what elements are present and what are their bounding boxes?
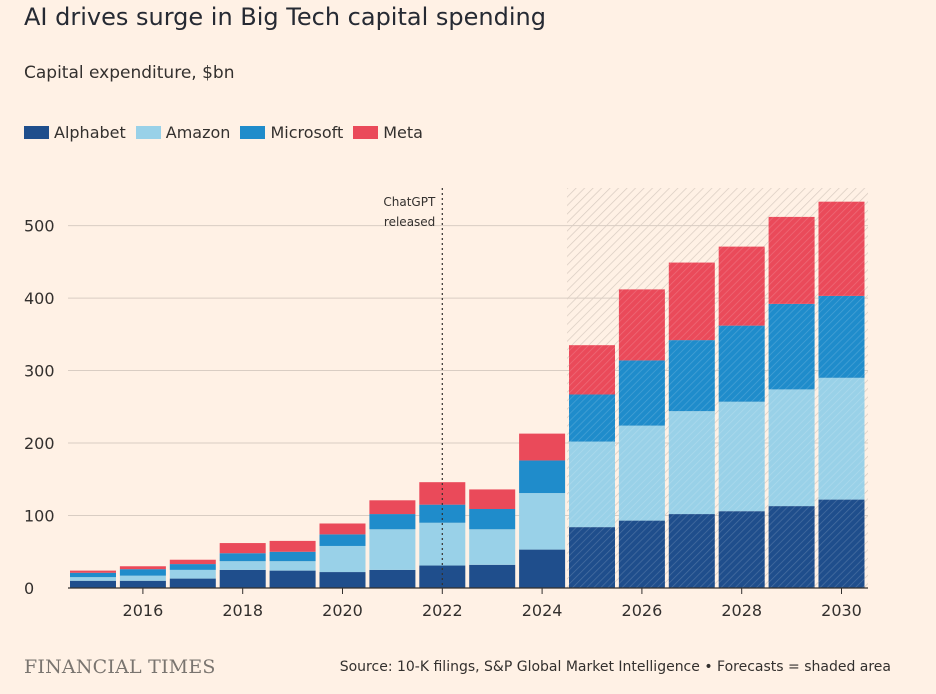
bar-microsoft-2023	[469, 508, 516, 530]
bar-meta-2015	[70, 570, 116, 573]
forecast-bar-hatch	[718, 246, 765, 326]
forecast-bar-hatch	[569, 345, 615, 395]
forecast-bar-hatch	[768, 303, 815, 390]
legend-item-meta: Meta	[353, 123, 423, 142]
legend-label-alphabet: Alphabet	[54, 123, 126, 142]
forecast-bar-hatch	[718, 511, 765, 588]
legend-item-amazon: Amazon	[135, 123, 231, 142]
legend-label-amazon: Amazon	[165, 123, 231, 142]
forecast-bar-hatch	[618, 520, 665, 588]
bar-amazon-2016	[119, 575, 166, 581]
forecast-bar-hatch	[618, 360, 665, 426]
legend-swatch-microsoft	[240, 126, 266, 139]
forecast-bar-hatch	[569, 527, 615, 588]
bar-meta-2023	[469, 489, 516, 509]
bar-alphabet-2021	[369, 569, 416, 588]
bar-meta-2016	[119, 566, 166, 570]
forecast-bar-hatch	[718, 401, 765, 512]
bar-amazon-2018	[219, 561, 266, 570]
x-tick-label: 2020	[322, 601, 363, 620]
forecast-bar-hatch	[569, 441, 615, 528]
chart-title: AI drives surge in Big Tech capital spen…	[24, 3, 546, 31]
bar-amazon-2017	[169, 569, 216, 579]
y-tick-label: 400	[24, 289, 55, 308]
bar-meta-2024	[519, 433, 566, 461]
bar-amazon-2023	[469, 529, 516, 565]
forecast-bar-hatch	[768, 506, 815, 588]
bar-meta-2017	[169, 559, 216, 565]
source-note: Source: 10-K filings, S&P Global Market …	[339, 659, 891, 675]
legend-swatch-alphabet	[24, 126, 49, 139]
forecast-bar-hatch	[569, 394, 615, 442]
forecast-bar-hatch	[668, 411, 715, 515]
y-tick-label: 100	[24, 507, 55, 526]
legend-label-meta: Meta	[383, 123, 423, 142]
bar-alphabet-2023	[469, 564, 516, 588]
forecast-shaded-area	[567, 188, 868, 588]
annotation-label-line1: ChatGPT	[383, 195, 436, 209]
bar-microsoft-2017	[169, 564, 216, 570]
legend-item-alphabet: Alphabet	[24, 123, 126, 142]
forecast-bar-hatch	[768, 216, 815, 304]
chart-subtitle: Capital expenditure, $bn	[24, 63, 235, 83]
bar-meta-2021	[369, 500, 416, 515]
bar-alphabet-2019	[269, 570, 316, 588]
x-tick-label: 2022	[422, 601, 463, 620]
bar-microsoft-2018	[219, 553, 266, 562]
forecast-bar-hatch	[618, 289, 665, 361]
forecast-bar-hatch	[668, 340, 715, 412]
forecast-bar-hatch	[668, 262, 715, 341]
x-tick-label: 2018	[222, 601, 263, 620]
bar-meta-2018	[219, 543, 266, 554]
forecast-bar-hatch	[818, 499, 865, 588]
forecast-bar-hatch	[618, 425, 665, 521]
bar-amazon-2021	[369, 529, 416, 570]
bar-microsoft-2016	[119, 569, 166, 576]
forecast-bar-hatch	[818, 295, 865, 378]
bar-microsoft-2015	[70, 572, 116, 578]
legend-item-microsoft: Microsoft	[240, 123, 343, 142]
bar-alphabet-2015	[70, 580, 116, 588]
bar-microsoft-2020	[319, 534, 366, 546]
legend-label-microsoft: Microsoft	[270, 123, 344, 142]
bar-amazon-2015	[70, 577, 116, 581]
ft-brand-logo: FINANCIAL TIMES	[24, 656, 216, 678]
annotation-label-line2: released	[384, 215, 435, 229]
legend: Alphabet Amazon Microsoft Meta	[24, 123, 433, 142]
bar-alphabet-2016	[119, 580, 166, 588]
forecast-bar-hatch	[818, 201, 865, 296]
bar-alphabet-2024	[519, 549, 566, 588]
bar-amazon-2024	[519, 493, 566, 550]
bar-microsoft-2019	[269, 551, 316, 562]
legend-swatch-meta	[353, 126, 379, 139]
forecast-bar-hatch	[668, 514, 715, 588]
y-tick-label: 500	[24, 217, 55, 236]
bar-meta-2020	[319, 523, 366, 535]
y-tick-label: 0	[24, 579, 34, 598]
y-tick-label: 300	[24, 362, 55, 381]
bar-amazon-2020	[319, 545, 366, 573]
bar-amazon-2019	[269, 561, 316, 571]
x-tick-label: 2028	[721, 601, 762, 620]
x-tick-label: 2016	[123, 601, 164, 620]
x-tick-label: 2024	[522, 601, 563, 620]
y-tick-label: 200	[24, 434, 55, 453]
bar-alphabet-2020	[319, 572, 366, 588]
x-tick-label: 2030	[821, 601, 862, 620]
bar-meta-2019	[269, 540, 316, 552]
x-tick-label: 2026	[622, 601, 663, 620]
bar-alphabet-2017	[169, 578, 216, 588]
forecast-bar-hatch	[718, 325, 765, 402]
bar-alphabet-2022	[419, 565, 466, 588]
bar-alphabet-2018	[219, 569, 266, 588]
forecast-bar-hatch	[768, 389, 815, 507]
bar-microsoft-2021	[369, 514, 416, 530]
bar-microsoft-2024	[519, 460, 566, 494]
legend-swatch-amazon	[135, 126, 161, 139]
forecast-bar-hatch	[818, 377, 865, 500]
